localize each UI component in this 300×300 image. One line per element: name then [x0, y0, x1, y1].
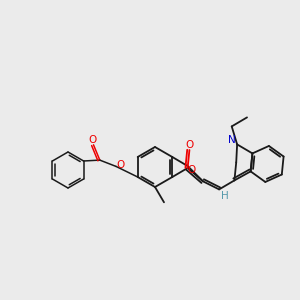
Text: O: O — [188, 165, 196, 175]
Text: H: H — [221, 191, 229, 201]
Text: N: N — [228, 135, 236, 146]
Text: O: O — [117, 160, 125, 170]
Text: O: O — [185, 140, 194, 150]
Text: O: O — [88, 135, 97, 145]
